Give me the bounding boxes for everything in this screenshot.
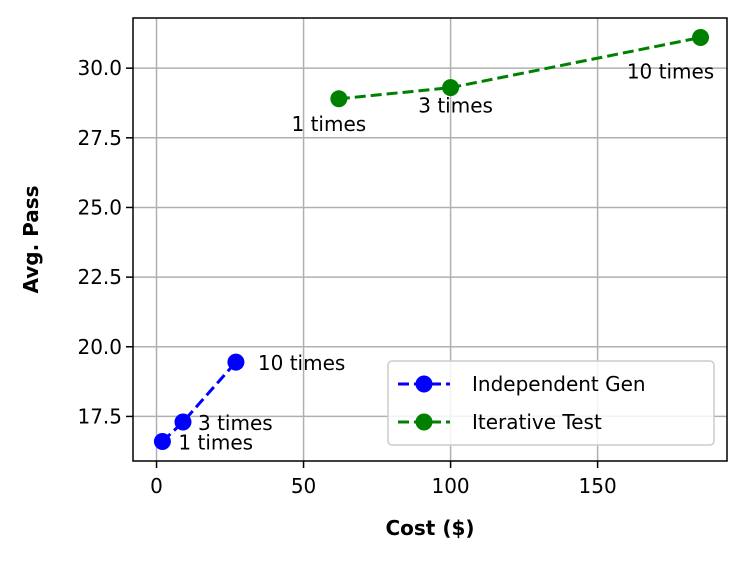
- series-1: [330, 29, 710, 108]
- y-tick-label: 25.0: [77, 195, 122, 219]
- x-axis-label: Cost ($): [385, 516, 474, 540]
- data-point: [692, 29, 710, 47]
- axis-ticks: 0 50 100 150 17.5 20.0 22.5 25.0 27.5 30.0: [77, 56, 616, 498]
- x-tick-label: 100: [431, 474, 469, 498]
- x-tick-label: 0: [150, 474, 163, 498]
- legend-marker: [415, 375, 433, 393]
- data-point: [174, 413, 192, 431]
- legend-marker: [415, 413, 433, 431]
- series-0: [153, 353, 245, 450]
- data-label: 1 times: [178, 430, 253, 454]
- y-axis-label: Avg. Pass: [19, 185, 43, 293]
- legend-label: Independent Gen: [472, 372, 646, 396]
- x-tick-label: 150: [579, 474, 617, 498]
- data-point: [330, 90, 348, 108]
- data-label: 10 times: [627, 60, 714, 84]
- y-tick-label: 30.0: [77, 56, 122, 80]
- plot-area-frame: [132, 17, 728, 462]
- legend-entry: Independent Gen: [398, 372, 646, 396]
- y-tick-label: 27.5: [77, 126, 122, 150]
- data-point: [153, 432, 171, 450]
- y-tick-label: 17.5: [77, 404, 122, 428]
- data-label: 10 times: [258, 351, 345, 375]
- data-point: [227, 353, 245, 371]
- data-point: [442, 79, 460, 97]
- legend-label: Iterative Test: [472, 410, 602, 434]
- data-label: 3 times: [198, 411, 273, 435]
- legend: Independent Gen Iterative Test: [387, 360, 715, 446]
- data-label: 3 times: [418, 94, 493, 118]
- series-line: [161, 361, 238, 443]
- data-label: 1 times: [291, 112, 366, 136]
- x-tick-label: 50: [291, 474, 316, 498]
- y-tick-label: 22.5: [77, 265, 122, 289]
- legend-box: [387, 360, 715, 446]
- y-tick-label: 20.0: [77, 335, 122, 359]
- legend-entry: Iterative Test: [398, 410, 602, 434]
- series-layer: [153, 29, 710, 450]
